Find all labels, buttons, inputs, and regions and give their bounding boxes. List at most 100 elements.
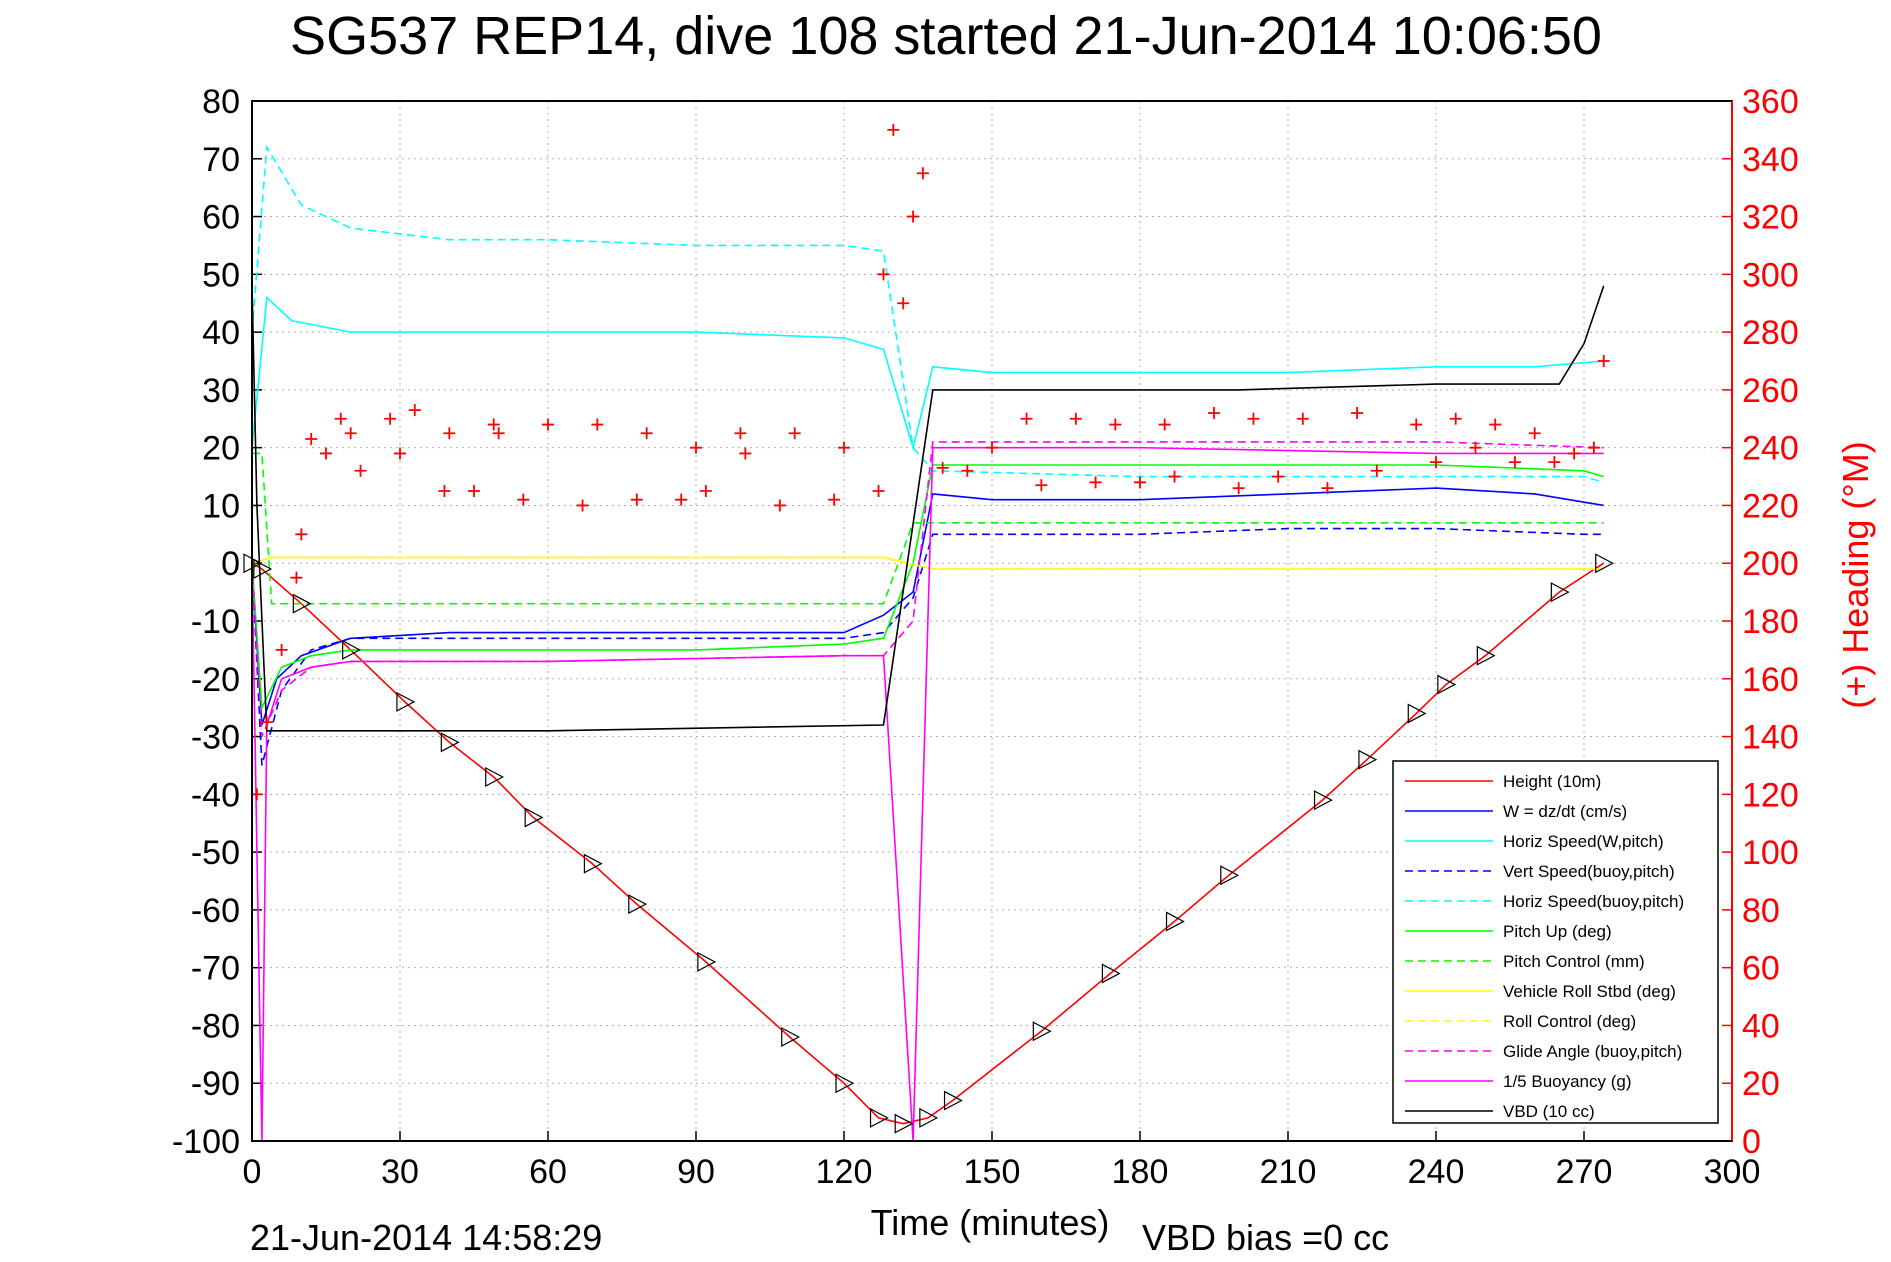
y-tick-label: -10	[191, 603, 240, 641]
height-marker	[1437, 674, 1457, 695]
heading-marker	[438, 485, 451, 497]
height-marker	[1313, 790, 1333, 811]
series-line-1	[251, 487, 1604, 726]
height-marker	[781, 1027, 801, 1047]
y2-axis-label: (+) Heading (°M)	[1835, 441, 1876, 708]
height-marker	[919, 1107, 939, 1128]
y2-tick-label: 200	[1742, 545, 1799, 583]
x-tick-label: 210	[1260, 1153, 1317, 1191]
heading-marker	[1020, 412, 1033, 425]
y2-tick-label: 100	[1742, 834, 1799, 872]
series-line-8	[251, 556, 1604, 570]
height-marker	[1165, 911, 1185, 932]
y2-tick-label: 220	[1742, 487, 1799, 525]
series-group	[243, 144, 1615, 1142]
y2-tick-label: 20	[1742, 1065, 1780, 1103]
height-marker	[697, 951, 717, 972]
y-tick-label: -80	[191, 1007, 240, 1045]
heading-marker	[591, 418, 604, 431]
series-line-5	[251, 464, 1604, 711]
y-tick-label: 60	[202, 199, 240, 237]
heading-marker	[1168, 470, 1181, 483]
y-tick-label: 10	[202, 487, 240, 525]
legend-entry: Horiz Speed(W,pitch)	[1503, 832, 1664, 851]
height-marker	[583, 853, 603, 874]
heading-marker	[468, 485, 480, 497]
series-line-0	[251, 562, 1605, 1125]
heading-marker	[1208, 407, 1220, 419]
y-tick-label: -90	[191, 1065, 240, 1103]
height-marker	[1476, 645, 1496, 666]
y2-tick-label: 340	[1742, 141, 1799, 179]
y2-tick-label: 180	[1742, 603, 1799, 641]
y-tick-label: -100	[172, 1123, 240, 1161]
heading-marker	[675, 493, 688, 506]
heading-marker	[936, 461, 949, 474]
legend-entry: Vehicle Roll Stbd (deg)	[1503, 982, 1676, 1001]
heading-marker	[1089, 476, 1102, 489]
y-tick-label: 20	[202, 430, 240, 468]
heading-marker	[408, 404, 421, 417]
series-line-6	[252, 452, 1604, 605]
x-tick-label: 180	[1112, 1153, 1169, 1191]
height-marker	[1032, 1021, 1052, 1042]
heading-marker	[897, 297, 910, 310]
heading-marker	[384, 412, 397, 425]
y-tick-label: -40	[191, 776, 240, 814]
heading-marker	[275, 643, 288, 656]
legend-box	[1392, 760, 1719, 1124]
y-tick-label: 80	[202, 83, 240, 121]
height-marker	[894, 1113, 914, 1134]
y2-tick-label: 40	[1742, 1007, 1780, 1045]
heading-markers	[250, 123, 1610, 801]
legend-entry: Roll Control (deg)	[1503, 1012, 1636, 1031]
y-tick-label: -20	[191, 661, 240, 699]
heading-marker	[1272, 470, 1285, 483]
height-marker	[835, 1073, 855, 1094]
heading-marker	[394, 447, 406, 460]
heading-marker	[334, 412, 347, 425]
heading-marker	[1321, 482, 1334, 495]
heading-marker	[699, 485, 712, 497]
x-axis-label: Time (minutes)	[871, 1202, 1110, 1243]
heading-marker	[1410, 418, 1423, 431]
heading-marker	[1158, 418, 1171, 431]
height-marker	[1550, 582, 1570, 603]
heading-marker	[305, 433, 318, 445]
legend-entry: Glide Angle (buoy,pitch)	[1503, 1042, 1682, 1061]
heading-marker	[788, 427, 801, 440]
height-marker	[1101, 963, 1121, 984]
height-marker	[253, 559, 273, 579]
heading-marker	[1370, 464, 1383, 477]
heading-marker	[739, 447, 752, 460]
x-tick-label: 120	[816, 1153, 873, 1191]
heading-marker	[734, 427, 747, 440]
footer-timestamp: 21-Jun-2014 14:58:29	[250, 1217, 602, 1258]
y-tick-label: 70	[202, 141, 240, 179]
x-axis-ticks: 0 30 60 90 120 150 180 210 240 270 300	[243, 1131, 1760, 1191]
height-marker	[1595, 553, 1615, 574]
y-tick-label: 50	[202, 256, 240, 294]
legend-entry: Horiz Speed(buoy,pitch)	[1503, 892, 1684, 911]
heading-marker	[260, 716, 273, 729]
heading-marker	[640, 427, 653, 440]
height-marker	[524, 807, 544, 828]
y2-tick-label: 260	[1742, 372, 1799, 410]
height-marker	[943, 1090, 963, 1111]
height-marker	[292, 593, 312, 614]
heading-marker	[986, 441, 998, 454]
y2-tick-label: 160	[1742, 661, 1799, 699]
heading-marker	[1489, 418, 1502, 431]
height-marker	[1407, 703, 1427, 724]
heading-marker	[872, 485, 885, 497]
series-line-9	[251, 441, 1604, 737]
heading-marker	[1035, 479, 1048, 492]
heading-marker	[1508, 456, 1521, 469]
y-tick-label: 0	[221, 545, 240, 583]
legend-entry: Pitch Control (mm)	[1503, 952, 1645, 971]
x-tick-label: 0	[243, 1153, 262, 1191]
legend-entry: VBD (10 cc)	[1503, 1102, 1595, 1121]
x-tick-label: 90	[677, 1153, 715, 1191]
heading-marker	[1597, 355, 1610, 367]
heading-marker	[1528, 427, 1541, 440]
